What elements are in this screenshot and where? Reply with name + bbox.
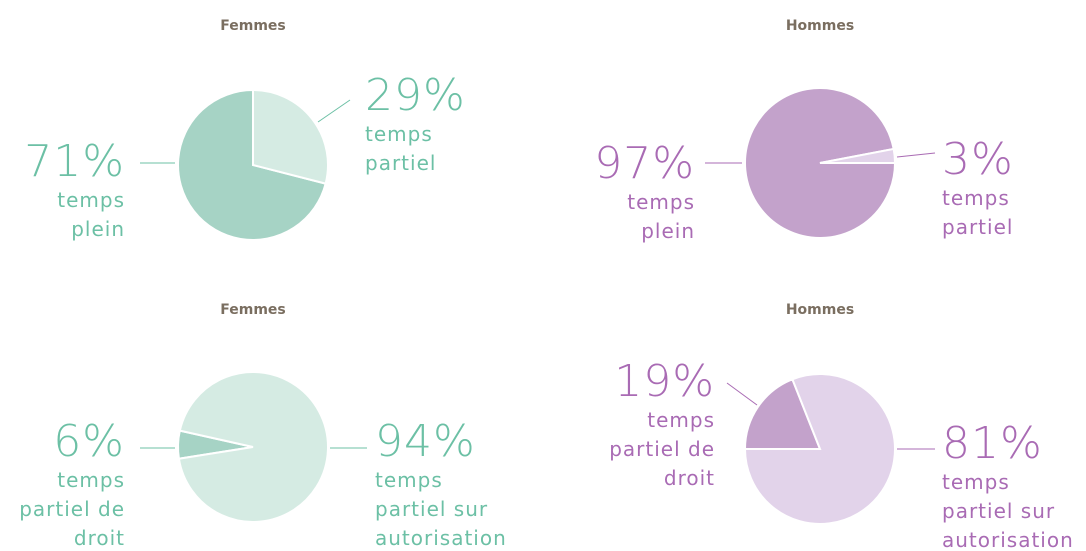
pie-slice: [743, 377, 822, 450]
chart-title: Femmes: [220, 302, 286, 318]
value-label: 3%: [942, 134, 1014, 185]
category-label: temps partiel de droit: [609, 408, 715, 490]
value-label: 81%: [942, 418, 1043, 469]
category-label: temps partiel: [942, 186, 1014, 239]
category-label: temps partiel: [365, 122, 437, 175]
chart-title: Hommes: [785, 18, 855, 34]
leader-line: [896, 152, 936, 158]
value-label: 29%: [365, 70, 466, 121]
value-label: 6%: [53, 416, 125, 467]
category-label: temps plein: [57, 188, 125, 241]
pie-slice: [819, 147, 897, 164]
slice-label: 97% temps plein: [567, 140, 695, 246]
value-label: 71%: [24, 136, 125, 187]
slice-label: 3% temps partiel: [942, 136, 1070, 242]
chart-title: Femmes: [220, 18, 286, 34]
value-label: 94%: [375, 416, 476, 467]
slice-label: 29% temps partiel: [365, 72, 493, 178]
pie-slice: [252, 88, 329, 185]
slice-label: 81% temps partiel sur autorisation: [942, 418, 1074, 551]
category-label: temps partiel de droit: [19, 468, 125, 550]
category-label: temps plein: [627, 190, 695, 243]
category-label: temps partiel sur autorisation: [942, 470, 1074, 551]
pie-slice: [177, 371, 329, 523]
slice-label: 19% temps partiel de droit: [587, 358, 715, 493]
value-label: 19%: [614, 356, 715, 407]
slice-label: 6% temps partiel de droit: [0, 418, 125, 551]
leader-line: [726, 382, 758, 406]
category-label: temps partiel sur autorisation: [375, 468, 507, 550]
slice-label: 94% temps partiel sur autorisation: [375, 416, 507, 551]
slice-label: 71% temps plein: [0, 138, 125, 244]
value-label: 97%: [594, 138, 695, 189]
pie-slice: [743, 373, 896, 525]
pie-slice: [177, 88, 327, 241]
chart-title: Hommes: [785, 302, 855, 318]
leader-line: [317, 99, 351, 123]
